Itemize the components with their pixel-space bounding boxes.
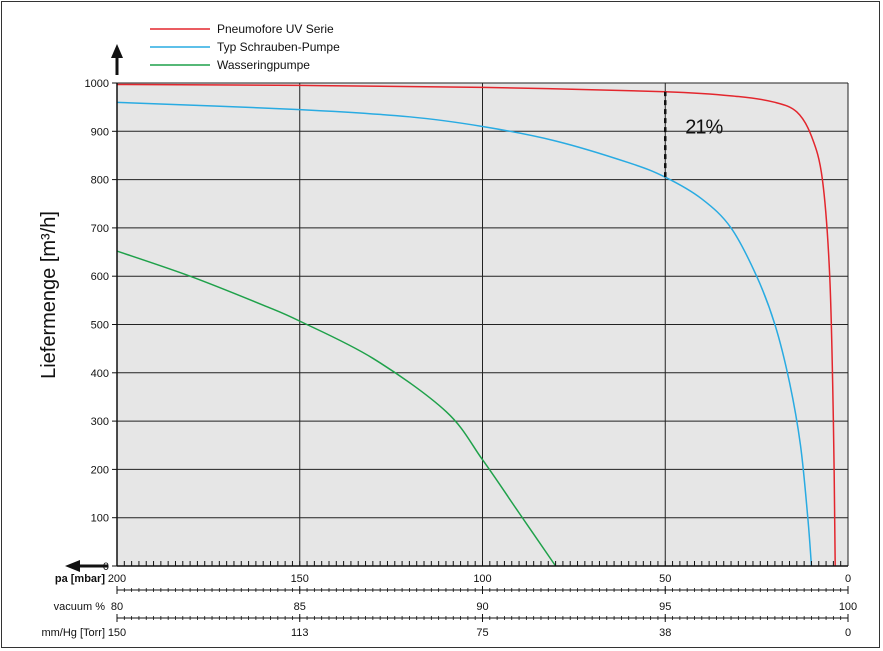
series-group xyxy=(116,83,836,567)
y-tick-labels: 01002003004005006007008009001000 xyxy=(85,78,117,573)
x-tick-label: 95 xyxy=(659,601,671,613)
legend-label-1: Pneumofore UV Serie xyxy=(217,22,334,36)
grid xyxy=(116,82,849,567)
y-tick-label: 800 xyxy=(91,175,109,187)
series-line-1 xyxy=(116,83,836,567)
x-tick-label: 100 xyxy=(473,573,491,585)
y-tick-label: 900 xyxy=(91,126,109,138)
legend-label-2: Typ Schrauben-Pumpe xyxy=(217,40,340,54)
x-tick-label: 0 xyxy=(845,627,851,639)
x-tick-label: 80 xyxy=(111,601,123,613)
difference-label: 21% xyxy=(685,117,723,139)
x-tick-label: 150 xyxy=(108,627,126,639)
y-arrow-head xyxy=(111,44,123,58)
x-tick-label: 50 xyxy=(659,573,671,585)
x-tick-label: 150 xyxy=(291,573,309,585)
y-tick-label: 200 xyxy=(91,464,109,476)
x-tick-label: 38 xyxy=(659,627,671,639)
x-tick-label: 85 xyxy=(294,601,306,613)
x-axis-label-1: pa [mbar] xyxy=(55,573,105,585)
series-line-3 xyxy=(116,250,557,567)
y-axis-label: Liefermenge [m³/h] xyxy=(38,211,60,379)
x-tick-label: 113 xyxy=(291,627,309,639)
x-axis-label-3: mm/Hg [Torr] xyxy=(41,627,105,639)
y-tick-label: 1000 xyxy=(85,78,109,90)
y-tick-label: 600 xyxy=(91,271,109,283)
series-line-2 xyxy=(116,101,813,567)
y-tick-label: 300 xyxy=(91,416,109,428)
x-tick-label: 90 xyxy=(476,601,488,613)
y-tick-label: 100 xyxy=(91,513,109,525)
x-arrow-head xyxy=(65,560,80,572)
x-tick-label: 100 xyxy=(839,601,857,613)
x-tick-label: 75 xyxy=(476,627,488,639)
x-axes-group: pa [mbar] 200 150 100 50 0 vacuum % 80 85 90 95 100… xyxy=(41,573,857,639)
axis-arrows xyxy=(65,44,123,572)
annotation-group: 21% xyxy=(664,91,724,178)
y-tick-label: 500 xyxy=(91,320,109,332)
y-tick-label: 400 xyxy=(91,368,109,380)
y-tick-label: 700 xyxy=(91,223,109,235)
x-tick-label: 200 xyxy=(108,573,126,585)
legend: Pneumofore UV Serie Typ Schrauben-Pumpe Wa… xyxy=(150,22,340,72)
legend-label-3: Wasseringpumpe xyxy=(217,58,310,72)
x-tick-label: 0 xyxy=(845,573,851,585)
x-axis-label-2: vacuum % xyxy=(54,601,106,613)
